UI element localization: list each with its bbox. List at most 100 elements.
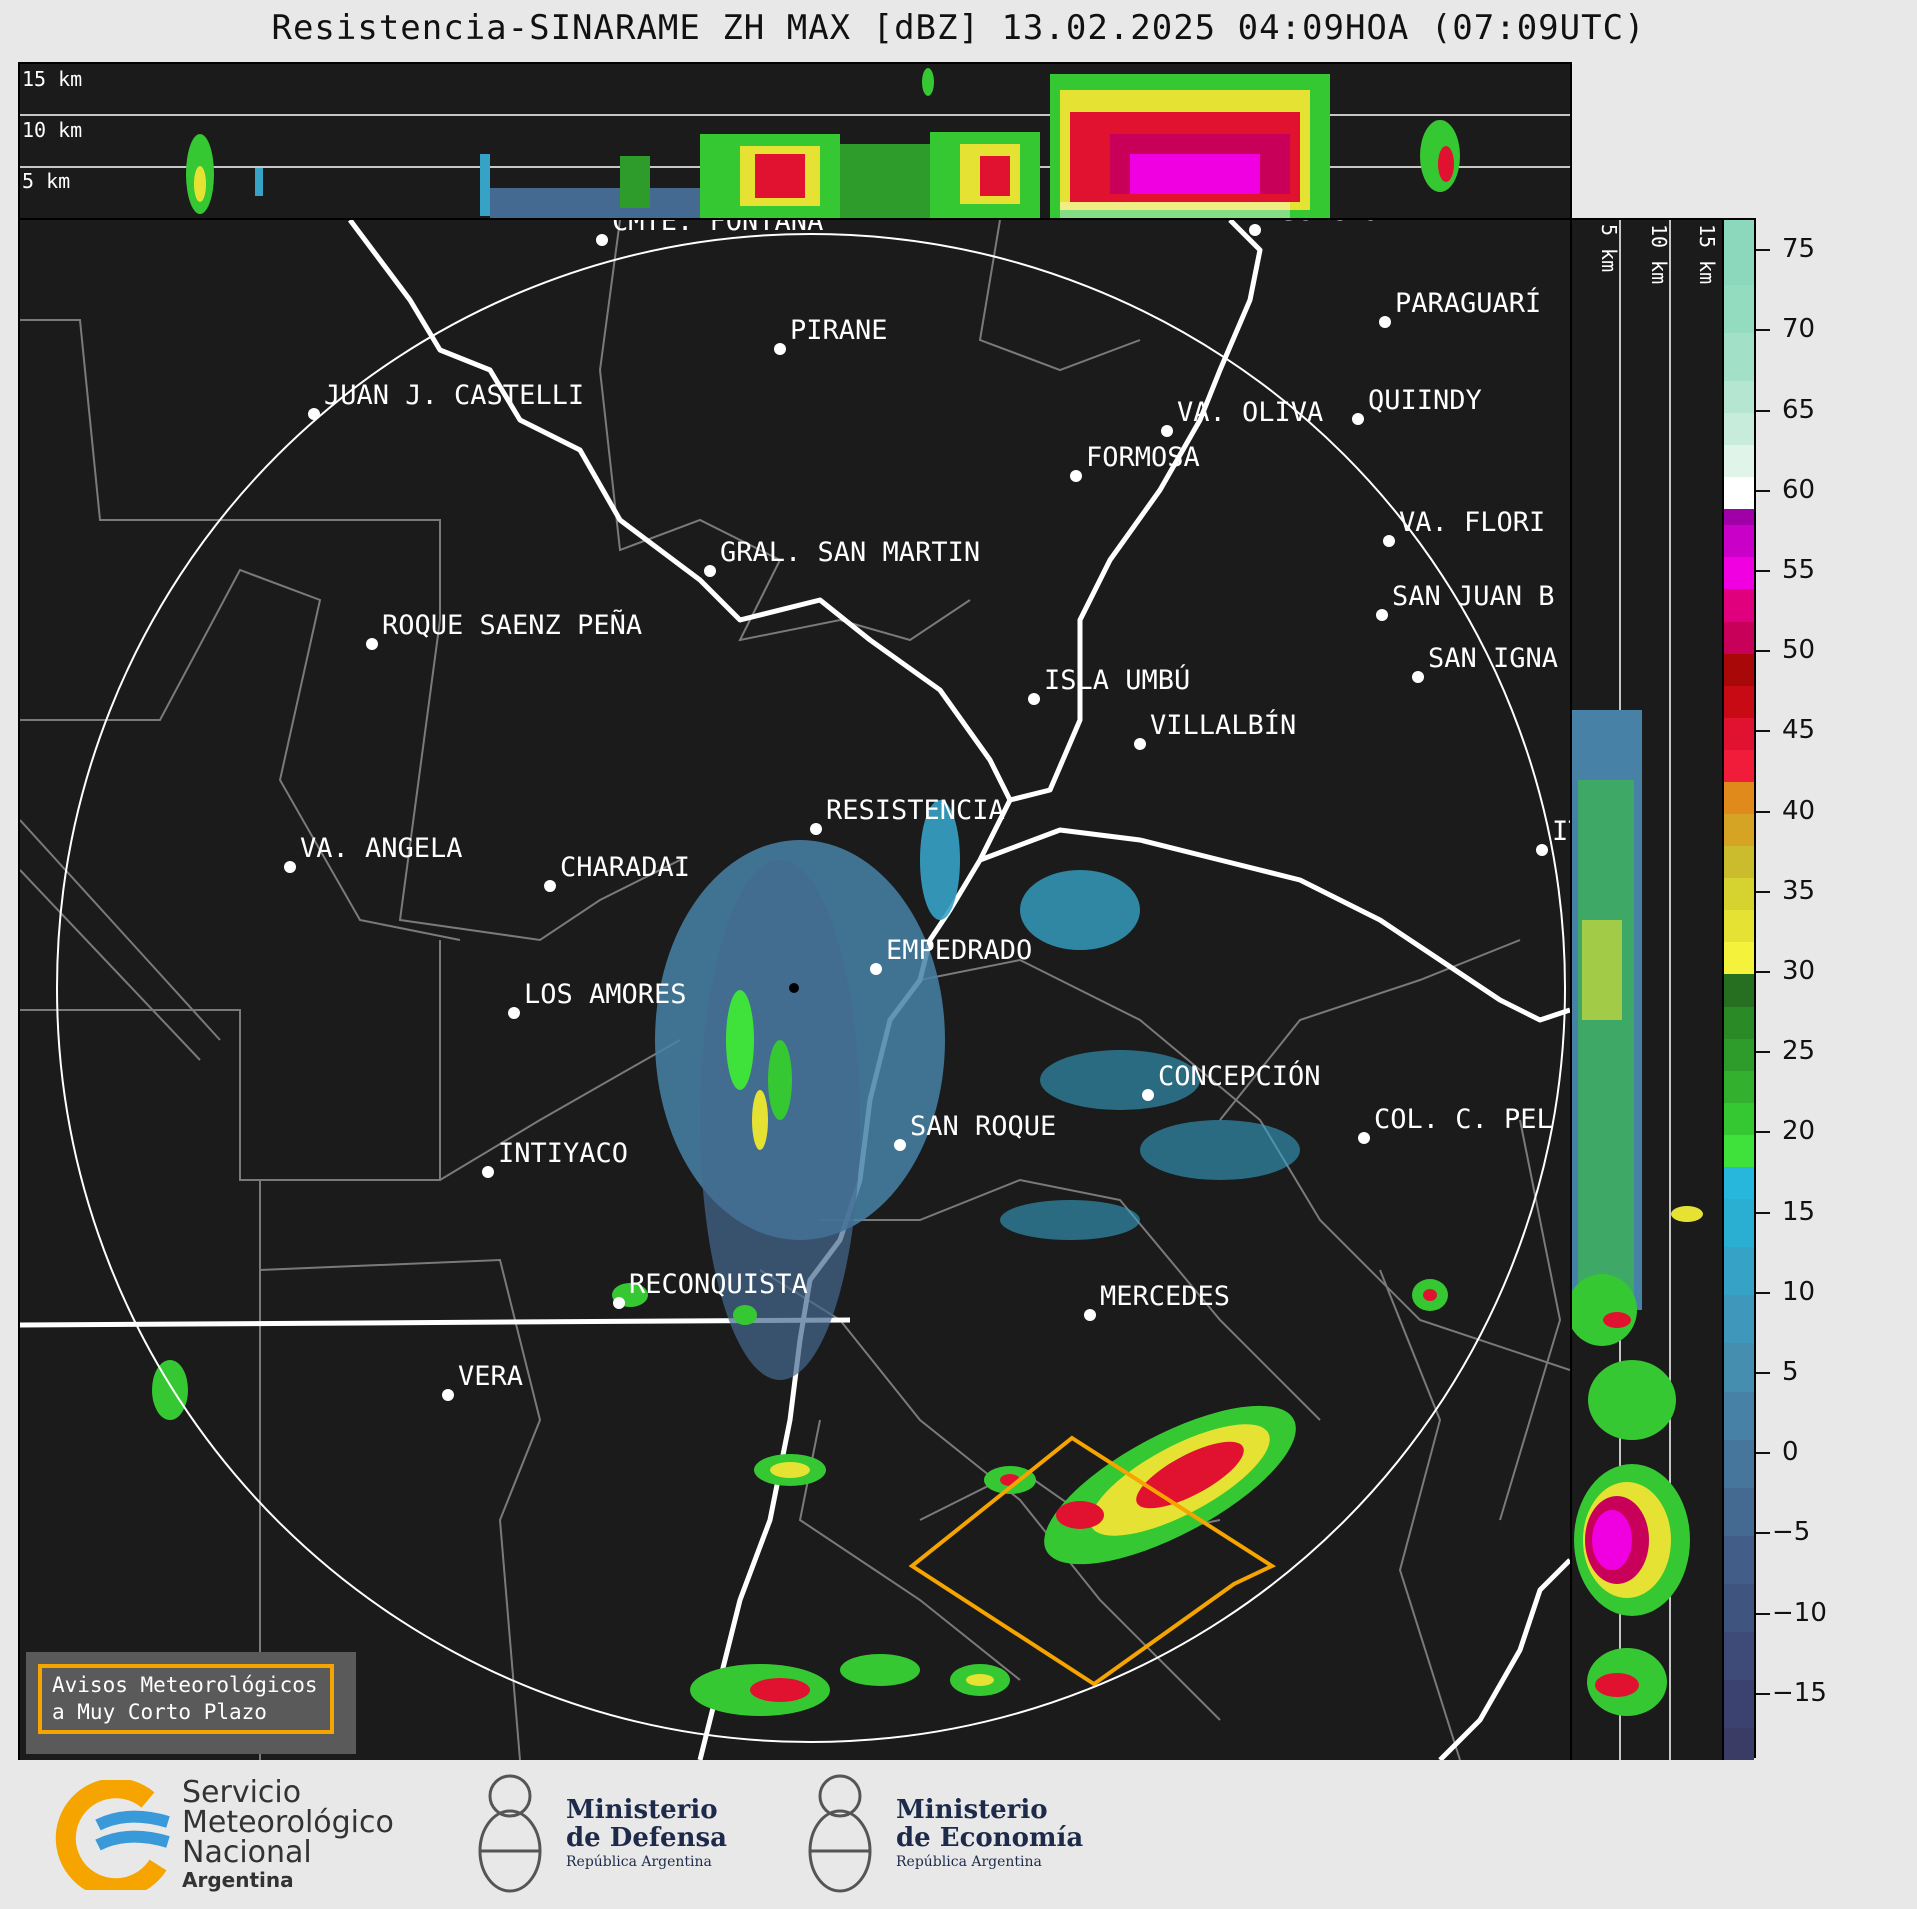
city-marker	[1142, 1089, 1154, 1101]
colorbar-band	[1724, 1006, 1754, 1039]
city-label: GRAL. SAN MARTIN	[720, 537, 980, 568]
city-label: EMPEDRADO	[886, 935, 1032, 966]
city-marker	[894, 1139, 906, 1151]
economia-line1: Ministerio	[896, 1795, 1048, 1825]
echo-cell	[1140, 1120, 1300, 1180]
colorbar-band	[1724, 588, 1754, 622]
parana-river-east	[979, 827, 1570, 1023]
storm-cell-mercedes-core	[1136, 1441, 1244, 1509]
echo-cell	[152, 1360, 188, 1420]
city-label: COL. C. PEL	[1374, 1104, 1553, 1135]
city-marker	[1084, 1309, 1096, 1321]
city-marker	[1379, 316, 1391, 328]
colorbar-band	[1724, 1342, 1754, 1392]
city-marker	[366, 638, 378, 650]
colorbar-tick	[1756, 329, 1770, 332]
colorbar-band	[1724, 412, 1754, 446]
side-echo-cells	[1572, 710, 1703, 1716]
city-marker	[1161, 425, 1173, 437]
city-marker	[810, 823, 822, 835]
colorbar-tick	[1756, 249, 1770, 252]
top-echo-cells	[186, 68, 1460, 218]
city-marker	[1358, 1132, 1370, 1144]
colorbar-tick-label: −15	[1772, 1677, 1827, 1708]
smn-line2: Meteorológico	[182, 1805, 394, 1840]
colorbar-tick	[1756, 1532, 1770, 1535]
colorbar-band	[1724, 1294, 1754, 1344]
colorbar-tick-label: 50	[1782, 635, 1816, 666]
colorbar-band	[1724, 1535, 1754, 1585]
colorbar-band	[1724, 1246, 1754, 1296]
colorbar-band	[1724, 781, 1754, 815]
city-label: VA. FLORI	[1399, 507, 1545, 538]
colorbar-band	[1724, 941, 1754, 975]
smn-line4: Argentina	[182, 1868, 294, 1892]
city-label: ASUNCIÓN	[1265, 220, 1395, 227]
echo-cell	[750, 1678, 810, 1702]
city-label: PIRANE	[790, 315, 888, 346]
side-cross-section-svg: 5 km 10 km 15 km	[1572, 220, 1719, 1760]
smn-logo-icon	[55, 1780, 170, 1890]
colorbar-tick	[1756, 1452, 1770, 1455]
echo-cell	[733, 1305, 757, 1325]
colorbar-tick-label: 60	[1782, 474, 1816, 505]
top-alt-label-10: 10 km	[22, 118, 82, 142]
echo-cell	[1060, 202, 1290, 218]
colorbar-band	[1724, 284, 1754, 333]
department-boundary	[798, 1419, 1021, 1681]
colorbar-tick-label: 5	[1782, 1357, 1799, 1387]
map-title: Resistencia-SINARAME ZH MAX [dBZ] 13.02.…	[271, 8, 1646, 48]
radar-map-svg: CMTE. FONTANA ASUNCIÓN PARAGUARÍ PIRANE JUAN…	[20, 220, 1570, 1760]
city-marker	[284, 861, 296, 873]
colorbar-tick	[1756, 810, 1770, 813]
coat-of-arms-icon	[478, 1774, 542, 1893]
echo-cell	[1595, 1673, 1639, 1697]
side-cross-section-panel: 5 km 10 km 15 km	[1570, 218, 1724, 1762]
echo-cell	[480, 154, 490, 216]
colorbar-tick	[1756, 730, 1770, 733]
warning-legend-line1: Avisos Meteorológicos	[52, 1673, 318, 1697]
colorbar-tick	[1756, 890, 1770, 893]
colorbar-tick	[1756, 1051, 1770, 1054]
colorbar-band	[1724, 556, 1754, 590]
smn-line1: Servicio	[182, 1775, 302, 1810]
department-boundaries	[20, 220, 1570, 1760]
city-label: MERCEDES	[1100, 1281, 1230, 1312]
department-boundary	[20, 940, 441, 1181]
colorbar-band	[1724, 653, 1754, 686]
colorbar-tick-label: 55	[1782, 554, 1816, 585]
echo-band	[490, 188, 720, 218]
echo-cell	[1588, 1360, 1676, 1440]
echo-cell	[1438, 146, 1454, 182]
echo-cell	[1603, 1312, 1631, 1328]
echo-cell	[752, 1090, 768, 1150]
echo-cell	[194, 166, 206, 202]
echo-cell	[1000, 1200, 1140, 1240]
city-marker	[1352, 413, 1364, 425]
city-marker	[613, 1297, 625, 1309]
colorbar-tick-label: 25	[1782, 1036, 1816, 1067]
colorbar-band	[1724, 717, 1754, 750]
city-label: RESISTENCIA	[826, 795, 1005, 826]
colorbar-tick	[1756, 650, 1770, 653]
echo-cell	[1572, 1274, 1637, 1346]
storm-cell-core	[1592, 1510, 1632, 1570]
uruguay-river	[1438, 1558, 1570, 1760]
economia-line3: República Argentina	[896, 1854, 1042, 1870]
city-marker	[442, 1389, 454, 1401]
department-boundary	[259, 1258, 542, 1760]
colorbar-tick-label: −5	[1772, 1517, 1811, 1548]
echo-cell	[980, 156, 1010, 196]
warning-polygon[interactable]	[908, 1435, 1277, 1687]
city-label: SAN JUAN B	[1392, 581, 1555, 612]
colorbar-band	[1724, 220, 1754, 285]
department-boundary	[820, 1178, 1321, 1421]
colorbar-tick-label: 20	[1782, 1116, 1816, 1147]
defensa-line2: de Defensa	[566, 1823, 727, 1853]
department-boundary	[738, 559, 971, 642]
defensa-line3: República Argentina	[566, 1854, 712, 1870]
echo-cell	[966, 1674, 994, 1686]
colorbar-band	[1724, 973, 1754, 1007]
department-boundary	[20, 568, 461, 941]
warning-legend-box[interactable]: Avisos Meteorológicos a Muy Corto Plazo	[26, 1652, 356, 1754]
